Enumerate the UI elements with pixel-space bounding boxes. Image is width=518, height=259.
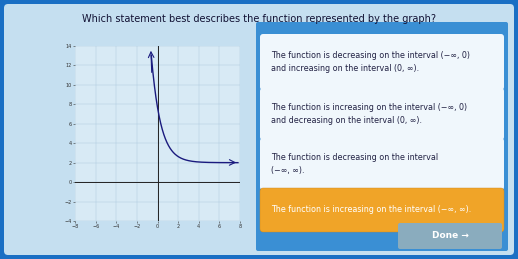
Text: Which statement best describes the function represented by the graph?: Which statement best describes the funct…: [82, 14, 436, 24]
FancyBboxPatch shape: [260, 88, 504, 140]
FancyBboxPatch shape: [260, 138, 504, 190]
FancyBboxPatch shape: [398, 223, 502, 249]
Text: The function is increasing on the interval (−∞, ∞).: The function is increasing on the interv…: [271, 205, 471, 214]
Text: The function is decreasing on the interval
(−∞, ∞).: The function is decreasing on the interv…: [271, 153, 438, 175]
FancyBboxPatch shape: [4, 4, 514, 255]
Text: Done →: Done →: [431, 232, 468, 241]
Text: The function is decreasing on the interval (−∞, 0)
and increasing on the interva: The function is decreasing on the interv…: [271, 51, 470, 73]
FancyBboxPatch shape: [260, 34, 504, 90]
Text: The function is increasing on the interval (−∞, 0)
and decreasing on the interva: The function is increasing on the interv…: [271, 103, 467, 125]
FancyBboxPatch shape: [260, 188, 504, 232]
FancyBboxPatch shape: [256, 22, 508, 251]
